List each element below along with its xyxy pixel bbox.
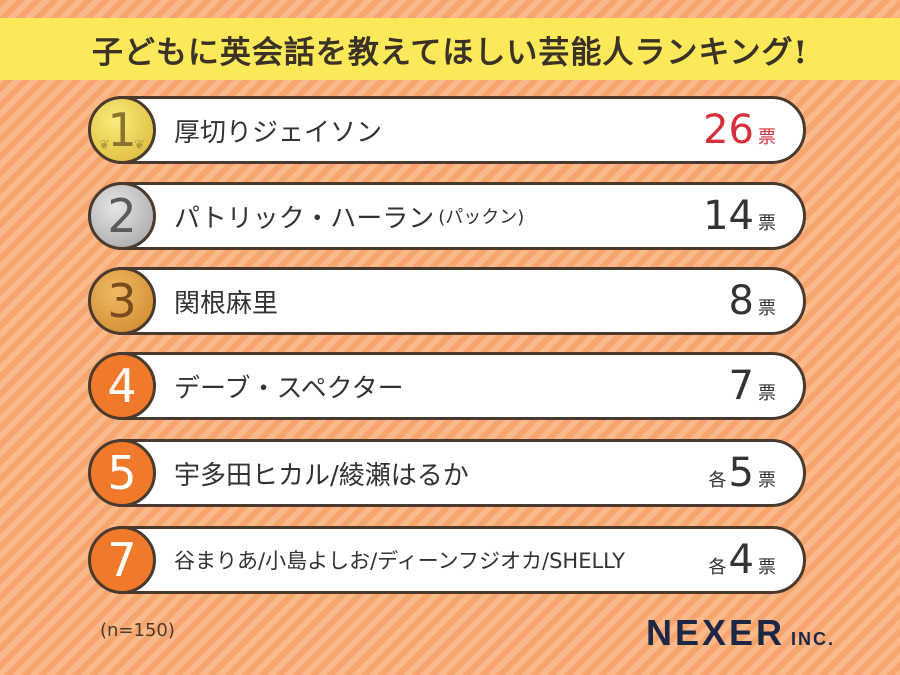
row-pill xyxy=(118,96,806,164)
rank-badge-icon: 5 xyxy=(88,439,156,507)
vote-number: 8 xyxy=(728,278,754,324)
laurel-icon: ❦ xyxy=(99,138,110,153)
vote-count: 26 票 xyxy=(703,96,776,164)
vote-count: 7 票 xyxy=(729,352,776,420)
vote-count: 14 票 xyxy=(703,182,776,250)
nexer-logo: NEXER INC. xyxy=(646,612,835,654)
celebrity-name: パトリック・ハーラン (パックン) xyxy=(174,182,524,250)
ranking-row-7: 7 谷まりあ/小島よしお/ディーンフジオカ/SHELLY 各 4 票 xyxy=(88,526,806,594)
title-band: 子どもに英会話を教えてほしい芸能人ランキング! xyxy=(0,18,900,80)
rank-badge-icon: 7 xyxy=(88,526,156,594)
vote-unit: 票 xyxy=(758,557,776,578)
ranking-row-2: 2 パトリック・ハーラン (パックン) 14 票 xyxy=(88,182,806,250)
celebrity-name: 厚切りジェイソン xyxy=(174,96,382,164)
name-text: 谷まりあ/小島よしお/ディーンフジオカ/SHELLY xyxy=(174,549,625,573)
rank-number: 2 xyxy=(107,189,137,243)
rank-badge-icon: 4 xyxy=(88,352,156,420)
laurel-icon: ❦ xyxy=(134,138,145,153)
vote-number: 26 xyxy=(703,107,754,153)
row-pill xyxy=(118,439,806,507)
vote-number: 5 xyxy=(728,450,754,496)
vote-unit: 票 xyxy=(758,213,776,234)
rank-number: 7 xyxy=(107,533,137,587)
gold-medal-icon: 1 ❦ ❦ xyxy=(88,96,156,164)
logo-main: NEXER xyxy=(646,612,786,653)
rank-number: 1 xyxy=(107,103,137,157)
rank-number: 3 xyxy=(107,274,137,328)
vote-unit: 票 xyxy=(758,383,776,404)
name-text: デーブ・スペクター xyxy=(174,373,404,404)
celebrity-name: デーブ・スペクター xyxy=(174,352,404,420)
celebrity-name: 宇多田ヒカル/綾瀬はるか xyxy=(174,439,469,507)
vote-unit: 票 xyxy=(758,127,776,148)
celebrity-name: 関根麻里 xyxy=(174,267,278,335)
row-pill xyxy=(118,182,806,250)
name-note: (パックン) xyxy=(438,207,525,228)
page-title: 子どもに英会話を教えてほしい芸能人ランキング! xyxy=(91,34,809,71)
bronze-medal-icon: 3 xyxy=(88,267,156,335)
rank-number: 4 xyxy=(107,359,137,413)
ranking-row-5: 5 宇多田ヒカル/綾瀬はるか 各 5 票 xyxy=(88,439,806,507)
celebrity-name: 谷まりあ/小島よしお/ディーンフジオカ/SHELLY xyxy=(174,526,625,594)
vote-unit: 票 xyxy=(758,470,776,491)
sample-size: (n=150) xyxy=(100,620,175,641)
vote-unit: 票 xyxy=(758,298,776,319)
row-pill xyxy=(118,352,806,420)
vote-number: 7 xyxy=(728,363,754,409)
name-text: パトリック・ハーラン xyxy=(174,203,435,234)
name-text: 宇多田ヒカル/綾瀬はるか xyxy=(174,460,469,491)
name-text: 厚切りジェイソン xyxy=(174,117,383,148)
each-label: 各 xyxy=(708,470,727,491)
logo-suffix: INC. xyxy=(791,629,836,649)
vote-count: 各 4 票 xyxy=(709,526,776,594)
vote-count: 各 5 票 xyxy=(709,439,776,507)
row-pill xyxy=(118,267,806,335)
vote-number: 14 xyxy=(703,193,754,239)
ranking-row-4: 4 デーブ・スペクター 7 票 xyxy=(88,352,806,420)
vote-count: 8 票 xyxy=(729,267,776,335)
each-label: 各 xyxy=(708,557,727,578)
ranking-row-3: 3 関根麻里 8 票 xyxy=(88,267,806,335)
name-text: 関根麻里 xyxy=(174,288,279,319)
silver-medal-icon: 2 xyxy=(88,182,156,250)
vote-number: 4 xyxy=(728,537,754,583)
ranking-row-1: 1 ❦ ❦ 厚切りジェイソン 26 票 xyxy=(88,96,806,164)
row-pill xyxy=(118,526,806,594)
rank-number: 5 xyxy=(107,446,137,500)
